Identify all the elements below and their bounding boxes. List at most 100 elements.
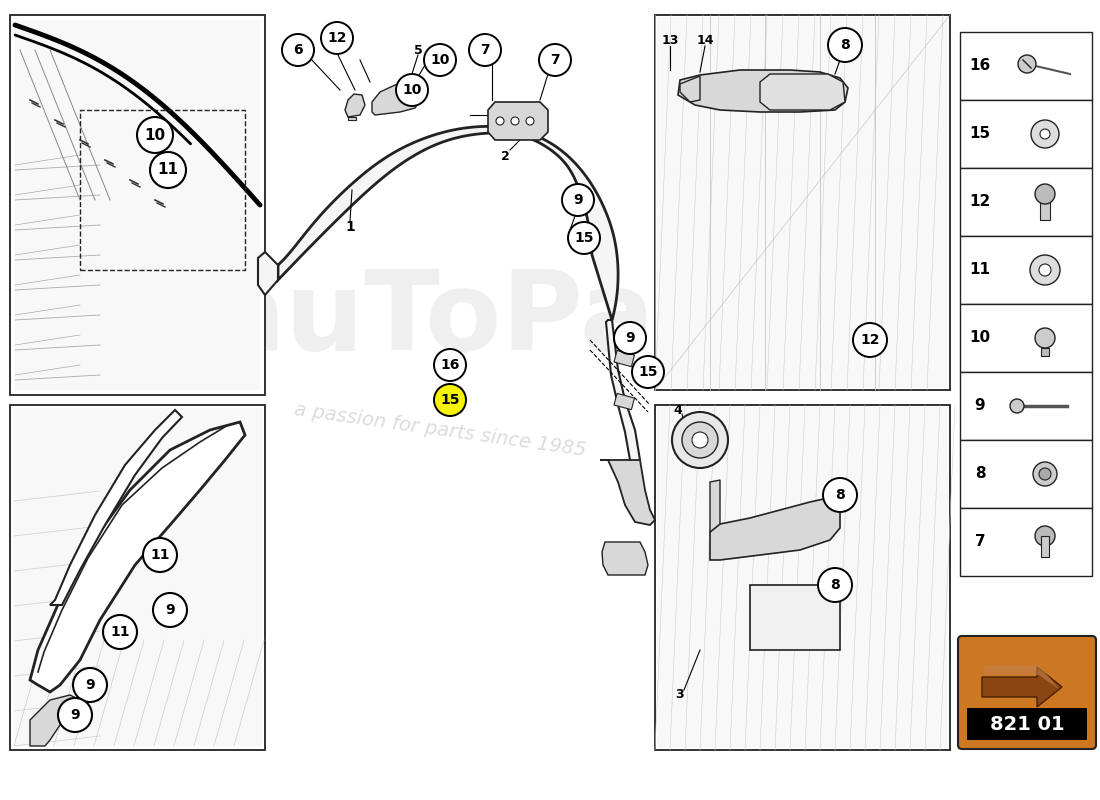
Polygon shape (760, 74, 845, 110)
Circle shape (1033, 462, 1057, 486)
Circle shape (496, 117, 504, 125)
Bar (960, 372, 1092, 440)
Text: 11: 11 (110, 625, 130, 639)
Text: 12: 12 (860, 333, 880, 347)
Text: 10: 10 (403, 83, 421, 97)
Bar (960, 304, 1092, 372)
Bar (967, 708, 1087, 740)
Text: 8: 8 (840, 38, 850, 52)
Circle shape (1035, 328, 1055, 348)
Circle shape (138, 117, 173, 153)
FancyBboxPatch shape (958, 636, 1096, 749)
Circle shape (562, 184, 594, 216)
Text: 9: 9 (975, 398, 986, 414)
Circle shape (682, 422, 718, 458)
Circle shape (692, 432, 708, 448)
Text: 14: 14 (696, 34, 714, 46)
Text: 3: 3 (675, 689, 684, 702)
Text: 8: 8 (975, 466, 986, 482)
Circle shape (434, 349, 466, 381)
Text: 10: 10 (144, 127, 166, 142)
Text: 8: 8 (835, 488, 845, 502)
Bar (654, 15, 950, 390)
Text: 12: 12 (328, 31, 346, 45)
Polygon shape (30, 422, 245, 692)
Text: 7: 7 (975, 534, 986, 550)
Bar (960, 168, 1092, 236)
Polygon shape (982, 667, 1062, 707)
Polygon shape (258, 252, 278, 295)
Polygon shape (488, 102, 548, 140)
Polygon shape (600, 460, 654, 525)
Polygon shape (1041, 536, 1049, 557)
Bar (657, 17, 948, 388)
Text: 8: 8 (830, 578, 840, 592)
Text: 10: 10 (969, 330, 991, 346)
Polygon shape (278, 126, 618, 320)
Text: 6: 6 (294, 43, 302, 57)
Circle shape (1030, 255, 1060, 285)
Circle shape (143, 538, 177, 572)
Circle shape (103, 615, 138, 649)
Text: 7: 7 (550, 53, 560, 67)
Text: auToParts: auToParts (210, 266, 829, 374)
Text: 12: 12 (969, 194, 991, 210)
Polygon shape (606, 320, 640, 465)
Polygon shape (1040, 197, 1050, 220)
Text: 9: 9 (165, 603, 175, 617)
Polygon shape (30, 695, 80, 746)
Bar (10, 15, 265, 395)
Bar (750, 585, 840, 650)
Polygon shape (602, 542, 648, 575)
Text: 15: 15 (574, 231, 594, 245)
Bar (80, 110, 245, 270)
Text: 13: 13 (661, 34, 679, 46)
Text: 7: 7 (481, 43, 490, 57)
Circle shape (1035, 184, 1055, 204)
Text: 9: 9 (573, 193, 583, 207)
Bar (14, 408, 262, 746)
Text: 15: 15 (638, 365, 658, 379)
Circle shape (153, 593, 187, 627)
Polygon shape (50, 410, 182, 605)
Text: 9: 9 (70, 708, 80, 722)
Circle shape (73, 668, 107, 702)
Polygon shape (710, 498, 840, 560)
Circle shape (539, 44, 571, 76)
Text: 16: 16 (969, 58, 991, 74)
Circle shape (1035, 526, 1055, 546)
Text: 16: 16 (440, 358, 460, 372)
Bar (10, 405, 265, 750)
Circle shape (1040, 468, 1050, 480)
Bar (657, 407, 948, 748)
Circle shape (823, 478, 857, 512)
Text: 9: 9 (85, 678, 95, 692)
Text: a passion for parts since 1985: a passion for parts since 1985 (293, 400, 587, 460)
Circle shape (568, 222, 600, 254)
Circle shape (469, 34, 500, 66)
Circle shape (526, 117, 534, 125)
Bar (960, 508, 1092, 576)
Bar (960, 440, 1092, 508)
Circle shape (150, 152, 186, 188)
Polygon shape (348, 117, 356, 120)
Text: 11: 11 (157, 162, 178, 178)
Circle shape (1010, 399, 1024, 413)
Text: 10: 10 (430, 53, 450, 67)
Circle shape (434, 384, 466, 416)
Text: 15: 15 (440, 393, 460, 407)
Text: 1: 1 (345, 220, 355, 234)
Polygon shape (710, 480, 720, 532)
Bar (614, 350, 635, 366)
Text: 15: 15 (969, 126, 991, 142)
Circle shape (321, 22, 353, 54)
Bar (15, 20, 260, 390)
Text: 2: 2 (500, 150, 509, 162)
Circle shape (58, 698, 92, 732)
Text: 4: 4 (673, 403, 682, 417)
Text: 11: 11 (151, 548, 169, 562)
Bar (614, 394, 635, 410)
Circle shape (1018, 55, 1036, 73)
Circle shape (282, 34, 314, 66)
Polygon shape (680, 76, 700, 102)
